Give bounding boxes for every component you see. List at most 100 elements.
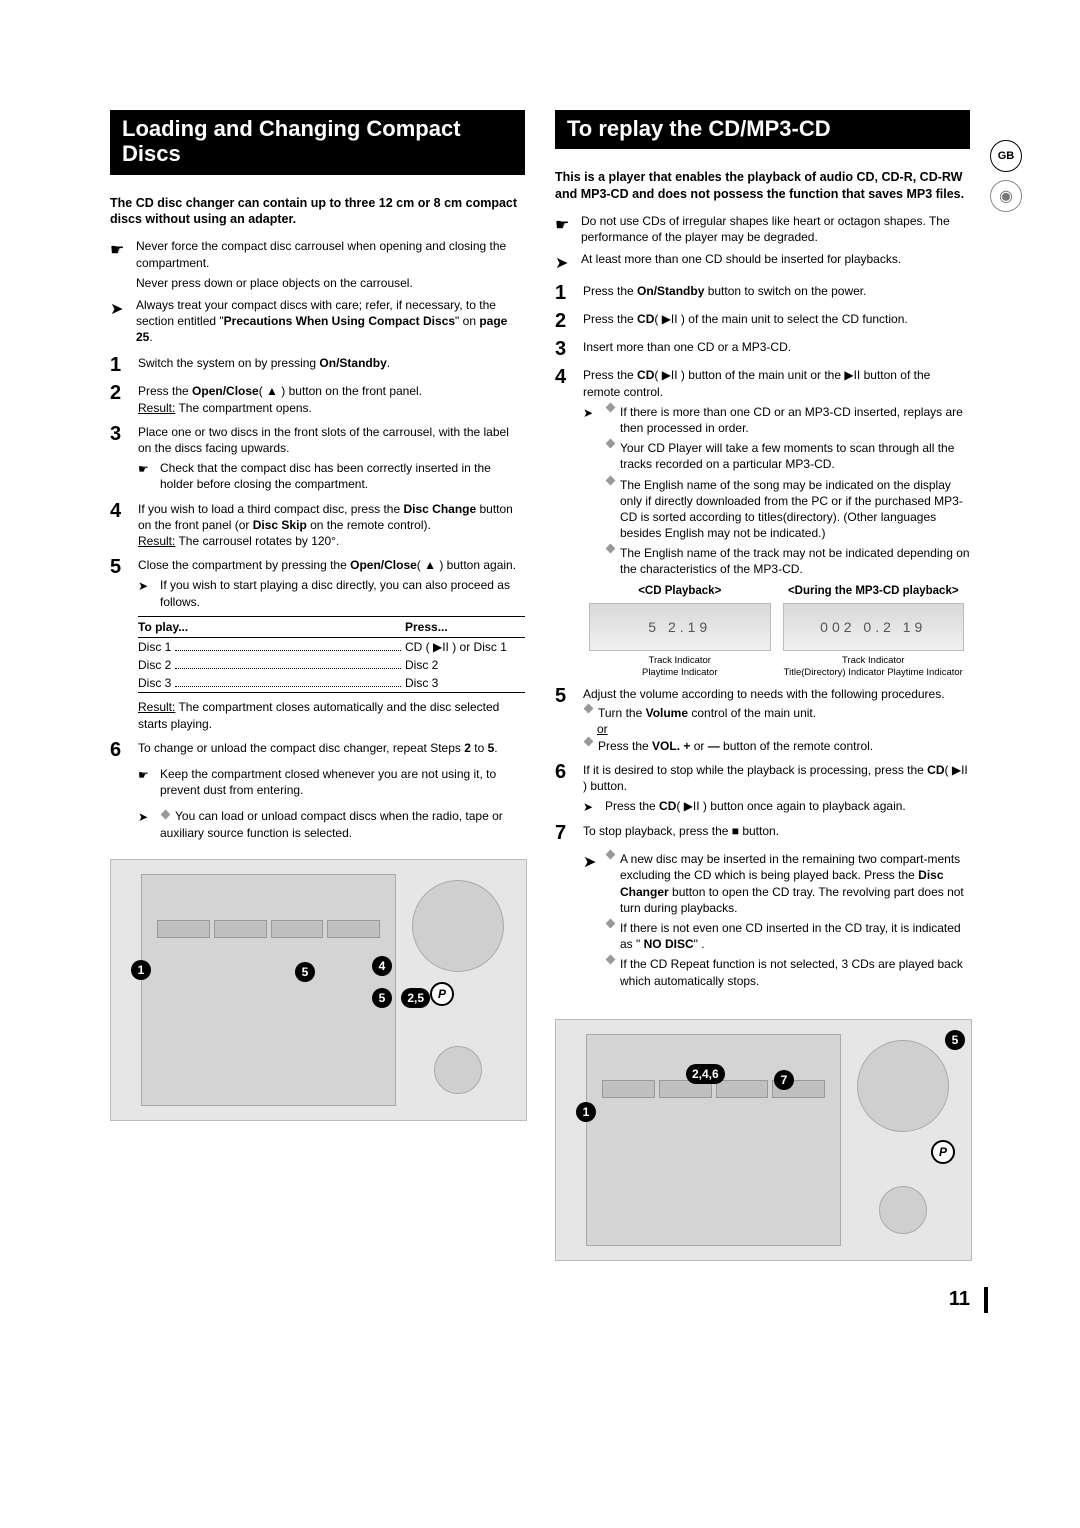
text: The compartment opens. bbox=[175, 401, 312, 415]
right-note-2: ➤ At least more than one CD should be in… bbox=[555, 251, 970, 273]
playback-title: <CD Playback> bbox=[583, 584, 777, 600]
arrow-icon: ➤ bbox=[110, 299, 130, 319]
arrow-icon: ➤ bbox=[583, 799, 601, 815]
diamond-icon bbox=[606, 544, 616, 554]
text: To stop playback, press the ■ button. bbox=[583, 823, 970, 843]
playback-title: <During the MP3-CD playback> bbox=[777, 584, 971, 600]
step-5: 5 Adjust the volume according to needs w… bbox=[555, 686, 970, 754]
step-6: 6 If it is desired to stop while the pla… bbox=[555, 762, 970, 816]
text: CD bbox=[927, 763, 944, 777]
text: A new disc may be inserted in the remain… bbox=[620, 852, 960, 882]
figure-callout: 7 bbox=[774, 1070, 794, 1090]
text: Do not use CDs of irregular shapes like … bbox=[581, 213, 970, 245]
diamond-icon bbox=[606, 850, 616, 860]
text: If the CD Repeat function is not selecte… bbox=[620, 956, 970, 988]
text: Disc Skip bbox=[253, 518, 307, 532]
hand-icon: ☛ bbox=[555, 215, 575, 235]
text: Never press down or place objects on the… bbox=[136, 275, 525, 291]
figure-callout: 5 bbox=[945, 1030, 965, 1050]
step-number: 3 bbox=[110, 424, 138, 493]
step-number: 2 bbox=[110, 383, 138, 415]
td: Disc 2 bbox=[138, 657, 171, 673]
text: Press the bbox=[583, 368, 637, 382]
step-number: 2 bbox=[555, 311, 583, 331]
step-number: 3 bbox=[555, 339, 583, 359]
text: button to open the CD tray. The revolvin… bbox=[620, 885, 964, 915]
text: Result: bbox=[138, 700, 175, 714]
text: The English name of the song may be indi… bbox=[620, 477, 970, 542]
arrow-icon: ➤ bbox=[138, 578, 156, 594]
text: Track Indicator bbox=[842, 655, 904, 666]
hand-icon: ☛ bbox=[138, 461, 156, 477]
step-7: 7 To stop playback, press the ■ button. bbox=[555, 823, 970, 843]
text: Open/Close bbox=[350, 558, 417, 572]
step-2: 2 Press the Open/Close( ▲ ) button on th… bbox=[110, 383, 525, 415]
td: Disc 1 bbox=[138, 639, 171, 655]
figure-callout: 2,4,6 bbox=[686, 1064, 725, 1084]
text: The compartment closes automatically and… bbox=[138, 700, 499, 730]
text: Result: bbox=[138, 534, 175, 548]
text: Insert more than one CD or a MP3-CD. bbox=[583, 339, 970, 359]
step-number: 1 bbox=[110, 355, 138, 375]
step-4: 4 If you wish to load a third compact di… bbox=[110, 501, 525, 550]
end-notes: ➤ A new disc may be inserted in the rema… bbox=[583, 851, 970, 989]
step-number: 4 bbox=[555, 367, 583, 678]
th: To play... bbox=[138, 619, 405, 635]
text: If you wish to load a third compact disc… bbox=[138, 502, 403, 516]
text: Result: bbox=[138, 401, 175, 415]
step-number: 6 bbox=[555, 762, 583, 816]
text: control of the main unit. bbox=[688, 706, 816, 720]
text: If there is more than one CD or an MP3-C… bbox=[620, 404, 970, 436]
text: button of the remote control. bbox=[720, 739, 873, 753]
text: Turn the bbox=[598, 706, 646, 720]
page-number-bar bbox=[984, 1287, 988, 1313]
hand-icon: ☛ bbox=[138, 767, 156, 783]
td: Disc 3 bbox=[138, 675, 171, 691]
text: Press the bbox=[583, 312, 637, 326]
figure-callout-p: P bbox=[430, 982, 454, 1006]
gb-badge: GB bbox=[990, 140, 1022, 172]
text: Keep the compartment closed whenever you… bbox=[160, 766, 525, 798]
text: or bbox=[690, 739, 707, 753]
right-intro: This is a player that enables the playba… bbox=[555, 169, 970, 203]
right-column: To replay the CD/MP3-CD This is a player… bbox=[555, 110, 970, 1261]
text: Switch the system on by pressing bbox=[138, 356, 319, 370]
step-3: 3 Place one or two discs in the front sl… bbox=[110, 424, 525, 493]
text: CD bbox=[637, 312, 654, 326]
text: . bbox=[149, 330, 152, 344]
step-number: 1 bbox=[555, 283, 583, 303]
text: Press the bbox=[598, 739, 652, 753]
text: The carrousel rotates by 120°. bbox=[175, 534, 339, 548]
step-4: 4 Press the CD( ▶II ) button of the main… bbox=[555, 367, 970, 678]
text: CD bbox=[659, 799, 676, 813]
figure-callout: 2,5 bbox=[401, 988, 430, 1008]
page-number: 11 bbox=[949, 1288, 970, 1311]
text: VOL. + bbox=[652, 739, 690, 753]
td: CD ( ▶II ) or Disc 1 bbox=[405, 639, 525, 655]
diamond-icon bbox=[606, 439, 616, 449]
text: Title(Directory) Indicator Playtime Indi… bbox=[784, 667, 963, 678]
diamond-icon bbox=[161, 810, 171, 820]
left-note-2: ➤ Always treat your compact discs with c… bbox=[110, 297, 525, 346]
step-6: 6 To change or unload the compact disc c… bbox=[110, 740, 525, 841]
figure-callout: 5 bbox=[372, 988, 392, 1008]
device-figure-left: 1 5 4 5 2,5 P bbox=[110, 859, 527, 1121]
text: 2 bbox=[464, 741, 471, 755]
text: If it is desired to stop while the playb… bbox=[583, 763, 927, 777]
text: Press the bbox=[605, 799, 659, 813]
eye-icon: ◉ bbox=[990, 180, 1022, 212]
lcd-display-icon: 002 0.2 19 bbox=[783, 603, 965, 651]
diamond-icon bbox=[606, 475, 616, 485]
text: to bbox=[471, 741, 488, 755]
step-number: 7 bbox=[555, 823, 583, 843]
figure-callout-p: P bbox=[931, 1140, 955, 1164]
step-1: 1 Press the On/Standby button to switch … bbox=[555, 283, 970, 303]
text: To change or unload the compact disc cha… bbox=[138, 741, 464, 755]
text: Press the bbox=[583, 284, 637, 298]
lcd-display-icon: 5 2.19 bbox=[589, 603, 771, 651]
text: " . bbox=[694, 937, 705, 951]
arrow-icon: ➤ bbox=[138, 809, 156, 825]
text: Disc Change bbox=[403, 502, 476, 516]
diamond-icon bbox=[606, 955, 616, 965]
step-5: 5 Close the compartment by pressing the … bbox=[110, 557, 525, 732]
